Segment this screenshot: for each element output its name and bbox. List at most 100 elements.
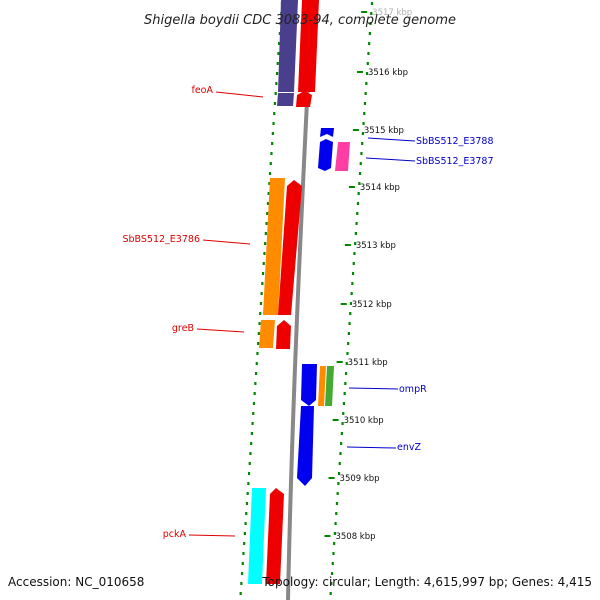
ring-dot	[349, 312, 352, 315]
feature-pckA-cds[interactable]	[248, 488, 266, 584]
ring-dot	[249, 452, 252, 455]
ring-dot	[358, 182, 361, 185]
tick-label: 3509 kbp	[340, 474, 380, 484]
ring-dot	[357, 192, 360, 195]
ring-dot	[277, 52, 280, 55]
ring-dot	[261, 272, 265, 275]
feature-feoB-gene[interactable]	[298, 0, 319, 92]
ring-dot	[239, 592, 242, 595]
ring-dot	[365, 82, 368, 85]
gene-label-feoA[interactable]: feoA	[191, 85, 213, 96]
ring-dot	[333, 542, 336, 545]
feature-greB-cds[interactable]	[259, 320, 275, 348]
ring-dot	[259, 302, 263, 305]
ring-dot	[273, 112, 276, 115]
ring-dot	[268, 182, 271, 185]
feature-feoA-cds[interactable]	[277, 93, 294, 106]
accession-text: Accession: NC_010658	[8, 575, 144, 589]
feature-greB-gene[interactable]	[276, 320, 291, 349]
ring-dot	[260, 292, 263, 295]
ring-dot	[270, 152, 273, 155]
feature-SbBS512_E3786-cds[interactable]	[263, 178, 285, 315]
ring-dot	[245, 502, 249, 505]
feature-SbBS512_E3788[interactable]	[320, 128, 334, 137]
ring-dot	[278, 42, 281, 45]
ring-dot	[364, 92, 367, 95]
ring-dot	[340, 442, 343, 445]
gene-label-SbBS512_E3787[interactable]: SbBS512_E3787	[416, 156, 494, 167]
ring-dot	[331, 562, 334, 565]
gene-label-pckA[interactable]: pckA	[163, 529, 187, 540]
ring-dot	[259, 312, 262, 315]
ring-dot	[350, 292, 353, 295]
feature-ompR-gene-b[interactable]	[325, 366, 334, 406]
feature-SbBS512_E3786-gene[interactable]	[278, 180, 302, 315]
feature-feoA-gene[interactable]	[296, 91, 312, 107]
ring-dot	[268, 172, 272, 175]
ring-dot	[252, 402, 256, 405]
ring-dot	[370, 2, 374, 5]
gene-label-SbBS512_E3788[interactable]: SbBS512_E3788	[416, 136, 494, 147]
ring-dot	[337, 472, 341, 475]
ring-dot	[354, 242, 357, 245]
ring-dot	[329, 592, 332, 595]
ring-dot	[252, 412, 255, 415]
ring-dot	[247, 482, 250, 485]
ring-dot	[240, 572, 244, 575]
ring-dot	[274, 92, 277, 95]
ring-dot	[361, 132, 364, 135]
ring-dot	[365, 72, 369, 75]
feature-pckA-gene[interactable]	[266, 488, 284, 584]
ring-dot	[246, 492, 249, 495]
ring-dot	[241, 562, 244, 565]
ring-dot	[361, 142, 364, 145]
ring-dot	[257, 332, 260, 335]
label-leader-line	[188, 534, 236, 537]
ring-dot	[340, 432, 343, 435]
ring-dot	[349, 302, 353, 305]
ring-dot	[278, 32, 281, 35]
ring-dot	[243, 542, 246, 545]
ring-dot	[262, 262, 265, 265]
ring-dot	[276, 62, 279, 65]
ring-dot	[330, 582, 333, 585]
ring-dot	[359, 162, 362, 165]
ring-dot	[272, 122, 275, 125]
ring-dot	[271, 132, 274, 135]
ring-dot	[355, 222, 358, 225]
ring-dot	[254, 382, 257, 385]
gene-label-greB[interactable]: greB	[172, 323, 194, 334]
tick-label: 3512 kbp	[352, 300, 392, 310]
feature-SbBS512_E3787-gene[interactable]	[335, 142, 350, 171]
ring-dot	[344, 372, 348, 375]
feature-ompR-gene-a[interactable]	[318, 366, 326, 406]
scale-rings	[239, 2, 374, 595]
ring-dot	[353, 252, 356, 255]
gene-label-ompR[interactable]: ompR	[399, 384, 427, 395]
ring-dot	[345, 362, 348, 365]
gene-label-envZ[interactable]: envZ	[397, 442, 421, 453]
feature-envZ-cds[interactable]	[297, 406, 314, 486]
ring-dot	[362, 122, 365, 125]
ring-dot	[251, 422, 254, 425]
ring-dot	[356, 202, 360, 205]
ring-dot	[336, 492, 339, 495]
feature-ompR-cds[interactable]	[301, 364, 317, 406]
ring-dot	[354, 232, 357, 235]
ring-dot	[275, 72, 279, 75]
feature-feoB-cds[interactable]	[278, 0, 298, 92]
ring-dot	[351, 282, 354, 285]
label-leader-line	[196, 328, 245, 333]
tick-label: 3508 kbp	[335, 532, 375, 542]
ring-dot	[351, 272, 355, 275]
tick-label: 3513 kbp	[356, 241, 396, 251]
ring-dot	[266, 212, 269, 215]
ring-dot	[332, 552, 335, 555]
gene-label-SbBS512_E3786[interactable]: SbBS512_E3786	[122, 234, 200, 245]
ring-dot	[344, 382, 347, 385]
feature-SbBS512_E3787-cds[interactable]	[318, 139, 333, 171]
ring-dot	[367, 52, 370, 55]
ring-dot	[360, 152, 363, 155]
ring-dot	[263, 252, 266, 255]
